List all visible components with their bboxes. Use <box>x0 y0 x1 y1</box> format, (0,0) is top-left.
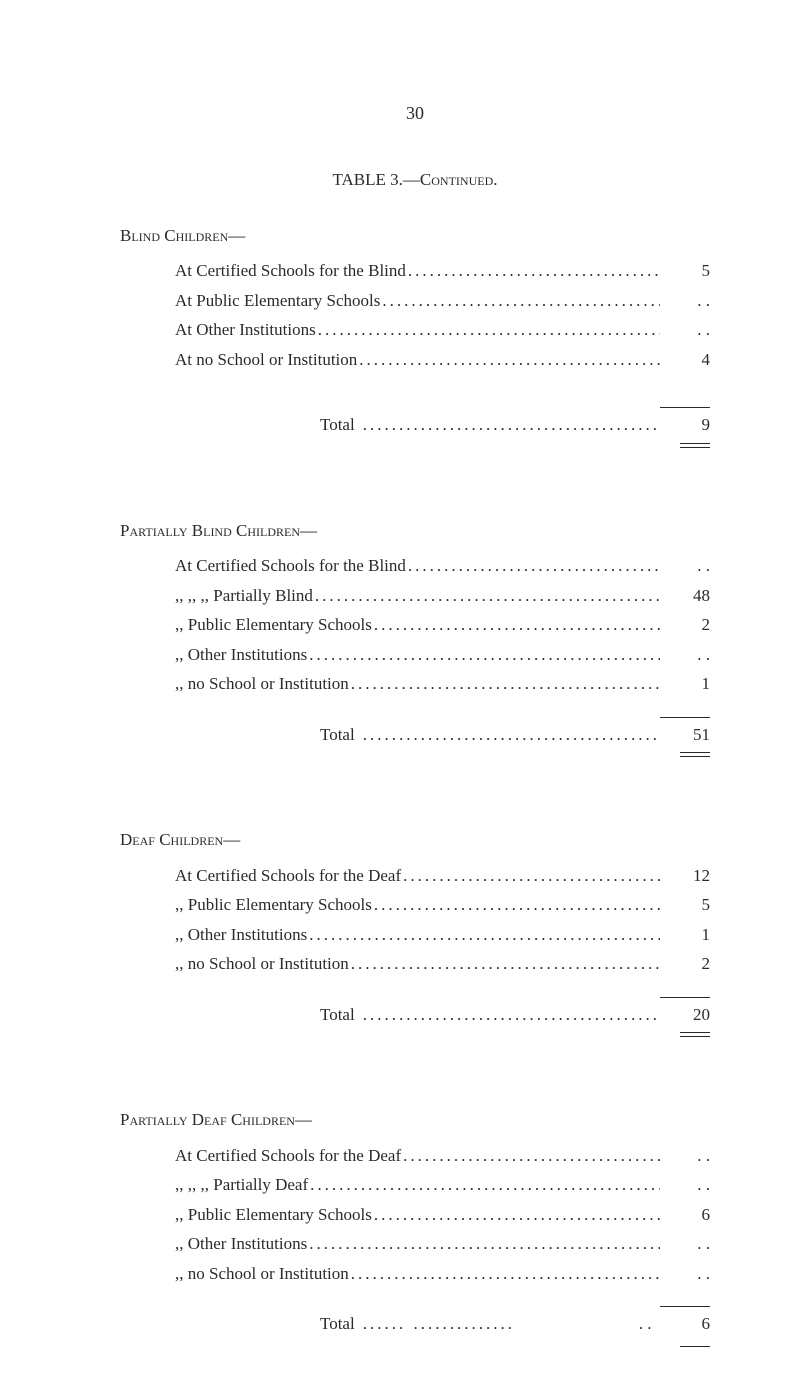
row-value: 5 <box>660 892 710 918</box>
row-label: ,, no School or Institution <box>175 951 660 977</box>
row-label: ,, Other Institutions <box>175 922 660 948</box>
row-value: . . <box>660 288 710 314</box>
total-value: 51 <box>660 717 710 748</box>
row-label: ,, Public Elementary Schools <box>175 1202 660 1228</box>
section-heading-blind: Blind Children— <box>120 223 710 249</box>
row-value: 48 <box>660 583 710 609</box>
section-heading-deaf: Deaf Children— <box>120 827 710 853</box>
table-row: ,, Public Elementary Schools 6 <box>120 1202 710 1228</box>
total-label: Total <box>120 722 660 748</box>
table-row: ,, no School or Institution 2 <box>120 951 710 977</box>
section-heading-pdeaf: Partially Deaf Children— <box>120 1107 710 1133</box>
page-number: 30 <box>120 100 710 127</box>
row-label: At Certified Schools for the Blind <box>175 258 660 284</box>
row-value: 1 <box>660 671 710 697</box>
section-gap <box>120 448 710 518</box>
row-label: ,, no School or Institution <box>175 671 660 697</box>
row-value: 2 <box>660 612 710 638</box>
section-gap <box>120 1037 710 1107</box>
row-value: 1 <box>660 922 710 948</box>
row-label: ,, ,, ,, Partially Deaf <box>175 1172 660 1198</box>
table-row: At no School or Institution 4 <box>120 347 710 373</box>
row-value: 12 <box>660 863 710 889</box>
title-suffix: Continued. <box>420 170 498 189</box>
title-prefix: TABLE 3.— <box>333 170 420 189</box>
table-row: ,, Public Elementary Schools 5 <box>120 892 710 918</box>
table-row: At Certified Schools for the Blind . . <box>120 553 710 579</box>
row-value: . . <box>660 1172 710 1198</box>
total-row: Total 51 <box>120 717 710 748</box>
total-value: 6 <box>660 1306 710 1337</box>
table-row: ,, Other Institutions . . <box>120 642 710 668</box>
row-value: 6 <box>660 1202 710 1228</box>
row-value: . . <box>660 553 710 579</box>
table-row: At Other Institutions . . <box>120 317 710 343</box>
dots-gap: . . <box>610 1311 660 1337</box>
total-row: Total 20 <box>120 997 710 1028</box>
total-row: Total 9 <box>120 407 710 438</box>
total-row: Total . . 6 <box>120 1306 710 1337</box>
section-gap <box>120 757 710 827</box>
row-value: 5 <box>660 258 710 284</box>
row-label: At Other Institutions <box>175 317 660 343</box>
row-label: ,, Public Elementary Schools <box>175 612 660 638</box>
row-label: ,, Public Elementary Schools <box>175 892 660 918</box>
table-row: ,, Other Institutions 1 <box>120 922 710 948</box>
total-label: Total <box>120 412 660 438</box>
row-value: 2 <box>660 951 710 977</box>
row-label: ,, no School or Institution <box>175 1261 660 1287</box>
total-label: Total <box>120 1002 660 1028</box>
row-label: At Certified Schools for the Blind <box>175 553 660 579</box>
total-value: 20 <box>660 997 710 1028</box>
row-label: ,, Other Institutions <box>175 1231 660 1257</box>
total-label: Total <box>120 1311 610 1337</box>
table-row: At Certified Schools for the Deaf . . <box>120 1143 710 1169</box>
table-row: At Certified Schools for the Blind 5 <box>120 258 710 284</box>
total-value: 9 <box>660 407 710 438</box>
row-value: . . <box>660 1231 710 1257</box>
section-heading-pblind: Partially Blind Children— <box>120 518 710 544</box>
row-value: . . <box>660 317 710 343</box>
table-title: TABLE 3.—Continued. <box>120 167 710 193</box>
table-row: ,, no School or Institution . . <box>120 1261 710 1287</box>
row-label: At Certified Schools for the Deaf <box>175 863 660 889</box>
row-label: At no School or Institution <box>175 347 660 373</box>
row-value: . . <box>660 1143 710 1169</box>
table-row: ,, Other Institutions . . <box>120 1231 710 1257</box>
row-value: . . <box>660 1261 710 1287</box>
row-label: ,, Other Institutions <box>175 642 660 668</box>
table-row: ,, Public Elementary Schools 2 <box>120 612 710 638</box>
row-label: At Public Elementary Schools <box>175 288 660 314</box>
table-row: ,, ,, ,, Partially Blind 48 <box>120 583 710 609</box>
row-value: 4 <box>660 347 710 373</box>
row-label: At Certified Schools for the Deaf <box>175 1143 660 1169</box>
row-value: . . <box>660 642 710 668</box>
table-row: At Public Elementary Schools . . <box>120 288 710 314</box>
table-row: ,, no School or Institution 1 <box>120 671 710 697</box>
table-row: ,, ,, ,, Partially Deaf . . <box>120 1172 710 1198</box>
row-label: ,, ,, ,, Partially Blind <box>175 583 660 609</box>
table-row: At Certified Schools for the Deaf 12 <box>120 863 710 889</box>
